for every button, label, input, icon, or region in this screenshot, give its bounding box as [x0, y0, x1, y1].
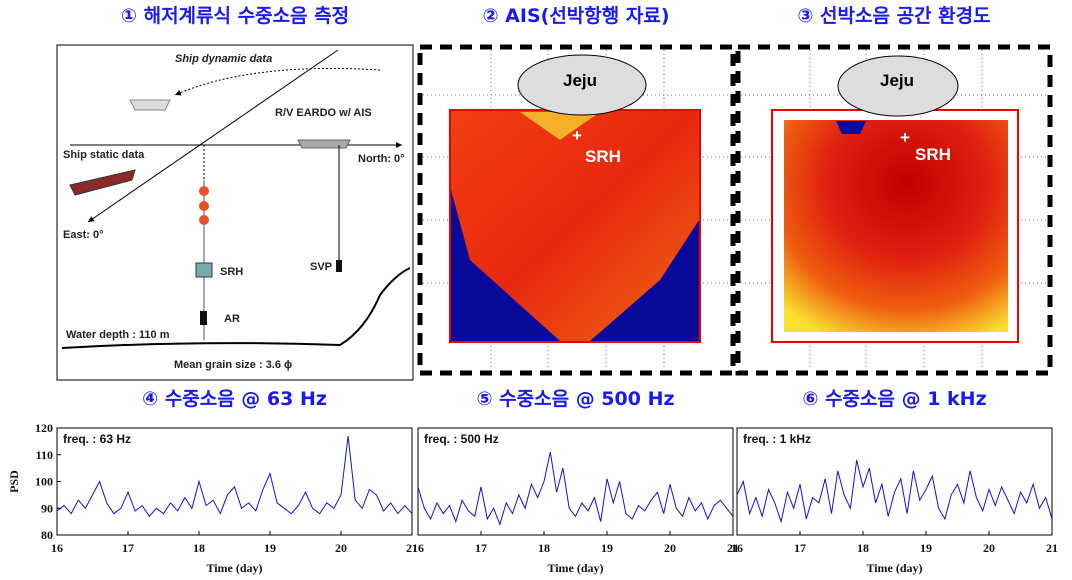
x-tick-label: 16 — [412, 541, 424, 555]
panel-title: ① 해저계류식 수중소음 측정 — [121, 5, 349, 27]
panel-title: ② AIS(선박항행 자료) — [482, 5, 669, 27]
chart-title: ④ 수중소음 @ 63 Hz — [142, 388, 327, 410]
chart-title: ⑥ 수중소음 @ 1 kHz — [802, 388, 986, 410]
y-tick-label: 100 — [35, 475, 53, 489]
x-axis-label: Time (day) — [547, 561, 603, 575]
annotation: freq. : 500 Hz — [424, 432, 499, 446]
x-tick-label: 21 — [1046, 541, 1058, 555]
label: AR — [224, 313, 240, 325]
chart-title: ⑤ 수중소음 @ 500 Hz — [476, 388, 674, 410]
annotation: freq. : 63 Hz — [63, 432, 131, 446]
ship-icon — [129, 99, 171, 111]
label: Ship dynamic data — [175, 53, 272, 65]
x-axis-label: Time (day) — [866, 561, 922, 575]
frame — [56, 44, 414, 381]
data-line — [57, 435, 412, 518]
seabed — [61, 267, 411, 349]
x-tick-label: 20 — [335, 541, 347, 555]
site-label: SRH — [585, 147, 621, 166]
island — [837, 55, 959, 117]
heatmap-region — [590, 220, 699, 341]
island-label: Jeju — [880, 71, 914, 90]
x-tick-label: 18 — [857, 541, 869, 555]
float — [199, 201, 209, 211]
y-tick-label: 90 — [41, 501, 53, 515]
island-label: Jeju — [563, 71, 597, 90]
ship-icon — [297, 139, 351, 149]
label: Ship static data — [63, 149, 145, 161]
y-tick-label: 120 — [35, 421, 53, 435]
y-axis-label: PSD — [7, 470, 21, 493]
x-tick-label: 18 — [538, 541, 550, 555]
site-label: SRH — [915, 145, 951, 164]
label: Water depth : 110 m — [66, 329, 170, 341]
axis — [87, 49, 339, 223]
x-tick-label: 19 — [601, 541, 613, 555]
panel-title: ③ 선박소음 공간 환경도 — [797, 5, 990, 27]
x-tick-label: 18 — [193, 541, 205, 555]
label: East: 0° — [63, 229, 103, 241]
label: SRH — [220, 266, 243, 278]
x-tick-label: 16 — [51, 541, 63, 555]
annotation: freq. : 1 kHz — [743, 432, 811, 446]
plus: + — [900, 128, 910, 147]
y-tick-label: 80 — [41, 528, 53, 542]
mooring-diagram: Ship dynamic data R/V EARDO w/ AIS Ship … — [56, 44, 414, 381]
x-tick-label: 17 — [475, 541, 487, 555]
ar-icon — [200, 311, 207, 325]
y-tick-label: 110 — [36, 448, 53, 462]
x-tick-label: 21 — [727, 541, 739, 555]
float — [199, 186, 209, 196]
data-line — [737, 459, 1052, 524]
data-line — [418, 451, 733, 526]
x-tick-label: 20 — [664, 541, 676, 555]
x-axis-label: Time (day) — [206, 561, 262, 575]
plus: + — [572, 126, 582, 145]
ship-icon — [69, 169, 136, 196]
x-tick-label: 19 — [264, 541, 276, 555]
plot-frame — [417, 427, 734, 536]
plot-frame — [736, 427, 1053, 536]
x-tick-label: 16 — [731, 541, 743, 555]
heatmap-region — [836, 121, 866, 134]
heatmap-region — [520, 112, 600, 140]
label: R/V EARDO w/ AIS — [275, 107, 372, 119]
srh-icon — [195, 262, 213, 278]
x-tick-label: 19 — [920, 541, 932, 555]
noise-map: Jeju + SRH — [735, 44, 1053, 376]
x-tick-label: 17 — [794, 541, 806, 555]
svp-icon — [336, 260, 342, 272]
x-tick-label: 20 — [983, 541, 995, 555]
arrow — [174, 67, 381, 96]
island — [517, 54, 647, 116]
label: Mean grain size : 3.6 ϕ — [174, 359, 292, 371]
x-tick-label: 17 — [122, 541, 134, 555]
ais-map: Jeju + SRH — [417, 44, 736, 376]
heatmap — [784, 120, 1008, 332]
label: North: 0° — [358, 153, 405, 165]
heatmap-region — [451, 190, 560, 341]
label: SVP — [310, 261, 332, 273]
x-tick-label: 21 — [406, 541, 418, 555]
float — [199, 215, 209, 225]
